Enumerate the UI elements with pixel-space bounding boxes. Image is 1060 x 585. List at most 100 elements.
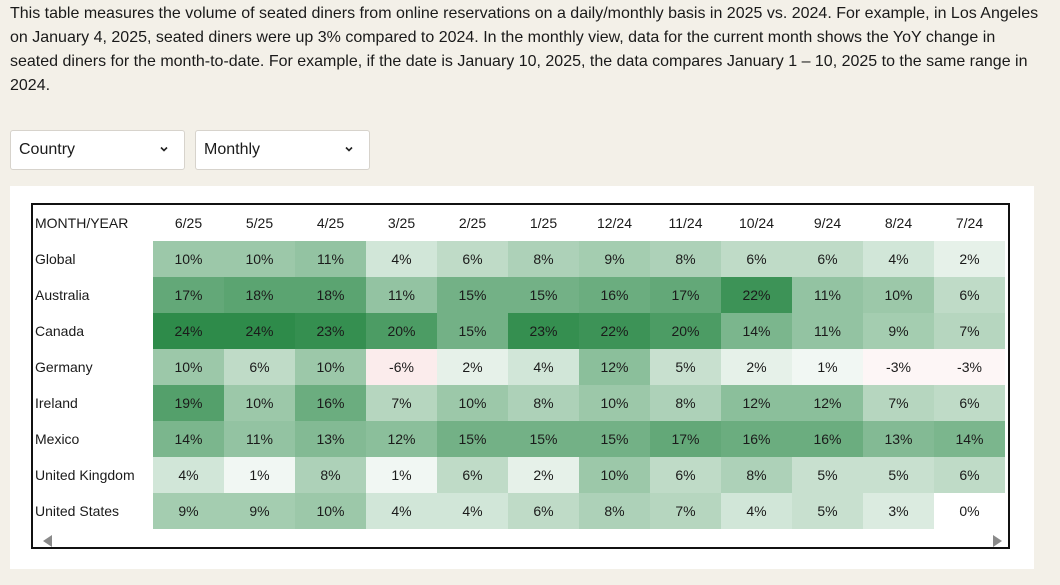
heatmap-cell: 3% [863,493,934,529]
heatmap-cell: 8% [295,457,366,493]
period-select-value: Monthly [204,141,261,158]
heatmap-cell: 8% [508,241,579,277]
table-row: Ireland 19% 10% 16% 7% 10% 8% 10% 8% 12% 12% 7% 6% [33,385,1005,421]
heatmap-cell: 2% [508,457,579,493]
heatmap-cell: 6% [934,457,1005,493]
column-header: 6/25 [174,215,203,231]
heatmap-cell: 10% [295,493,366,529]
heatmap-cell: 23% [295,313,366,349]
heatmap-cell: -3% [934,349,1005,385]
column-header: 12/24 [596,215,633,231]
heatmap-cell: 12% [792,385,863,421]
heatmap-cell: 17% [650,277,721,313]
heatmap-cell: 13% [863,421,934,457]
column-header: 4/25 [316,215,345,231]
heatmap-cell: 7% [934,313,1005,349]
heatmap-cell: 6% [650,457,721,493]
row-label: Mexico [35,431,80,447]
table-row: Global 10% 10% 11% 4% 6% 8% 9% 8% 6% 6% 4% 2% [33,241,1005,277]
column-header: 5/25 [245,215,274,231]
heatmap-cell: 14% [721,313,792,349]
heatmap-cell: 4% [863,241,934,277]
heatmap-cell: 10% [295,349,366,385]
heatmap-cell: 2% [437,349,508,385]
heatmap-cell: 10% [153,349,224,385]
table-row: Australia 17% 18% 18% 11% 15% 15% 16% 17% 22% 11% 1… [33,277,1005,313]
chevron-down-icon [160,146,168,152]
heatmap-cell: 6% [437,457,508,493]
heatmap-cell: 15% [437,313,508,349]
table-description: This table measures the volume of seated… [10,5,1039,94]
heatmap-cell: 7% [366,385,437,421]
heatmap-cell: 15% [579,421,650,457]
chevron-down-icon [345,146,353,152]
heatmap-cell: 17% [153,277,224,313]
heatmap-cell: 10% [579,457,650,493]
heatmap-cell: 8% [508,385,579,421]
heatmap-cell: 10% [224,385,295,421]
heatmap-cell: 23% [508,313,579,349]
heatmap-cell: 22% [721,277,792,313]
heatmap-cell: 10% [437,385,508,421]
header-row: MONTH/YEAR 6/25 5/25 4/25 3/25 2/25 1/25 12/24… [33,205,1005,241]
heatmap-cell: 11% [295,241,366,277]
heatmap-cell: 16% [579,277,650,313]
heatmap-table: MONTH/YEAR 6/25 5/25 4/25 3/25 2/25 1/25 12/24… [33,205,1005,529]
heatmap-cell: 4% [366,493,437,529]
heatmap-cell: 15% [508,277,579,313]
heatmap-cell: 8% [579,493,650,529]
heatmap-cell: 1% [224,457,295,493]
heatmap-cell: 6% [224,349,295,385]
heatmap-cell: 10% [579,385,650,421]
heatmap-cell: 24% [153,313,224,349]
heatmap-cell: -6% [366,349,437,385]
heatmap-cell: 13% [295,421,366,457]
row-label: Canada [35,323,85,339]
table-row: United States 9% 9% 10% 4% 4% 6% 8% 7% 4% 5% 3% 0% [33,493,1005,529]
heatmap-cell: 5% [650,349,721,385]
heatmap-cell: 0% [934,493,1005,529]
region-select-value: Country [19,141,76,158]
row-label: United States [35,503,120,519]
heatmap-cell: 16% [295,385,366,421]
heatmap-cell: 9% [863,313,934,349]
heatmap-cell: 10% [863,277,934,313]
heatmap-cell: 8% [650,385,721,421]
column-header: 11/24 [668,215,703,231]
heatmap-cell: 22% [579,313,650,349]
heatmap-cell: 2% [934,241,1005,277]
column-header: 3/25 [387,215,416,231]
heatmap-cell: 6% [437,241,508,277]
heatmap-cell: 15% [437,277,508,313]
heatmap-cell: 16% [721,421,792,457]
heatmap-cell: 16% [792,421,863,457]
heatmap-cell: 12% [579,349,650,385]
triangle-left-icon[interactable] [43,535,52,547]
heatmap-cell: 9% [579,241,650,277]
heatmap-cell: 4% [437,493,508,529]
row-label: Ireland [35,395,78,411]
heatmap-cell: 6% [508,493,579,529]
triangle-right-icon[interactable] [993,535,1002,547]
row-label: Global [35,251,76,267]
heatmap-cell: 5% [792,493,863,529]
heatmap-cell: 6% [792,241,863,277]
period-select[interactable]: Monthly [195,130,370,170]
heatmap-cell: 20% [366,313,437,349]
column-header: 10/24 [738,215,775,231]
column-header: 1/25 [529,215,558,231]
horizontal-scrollbar[interactable] [33,531,1008,547]
heatmap-cell: 6% [934,277,1005,313]
heatmap-cell: 5% [792,457,863,493]
row-label: Germany [35,359,93,375]
heatmap-cell: 9% [153,493,224,529]
region-select[interactable]: Country [10,130,185,170]
table-row: United Kingdom 4% 1% 8% 1% 6% 2% 10% 6% 8% 5% 5% 6% [33,457,1005,493]
heatmap-cell: 5% [863,457,934,493]
heatmap-cell: 18% [224,277,295,313]
row-label: Australia [35,287,90,303]
heatmap-cell: 24% [224,313,295,349]
heatmap-cell: 11% [792,277,863,313]
heatmap-cell: 6% [721,241,792,277]
heatmap-cell: 1% [792,349,863,385]
